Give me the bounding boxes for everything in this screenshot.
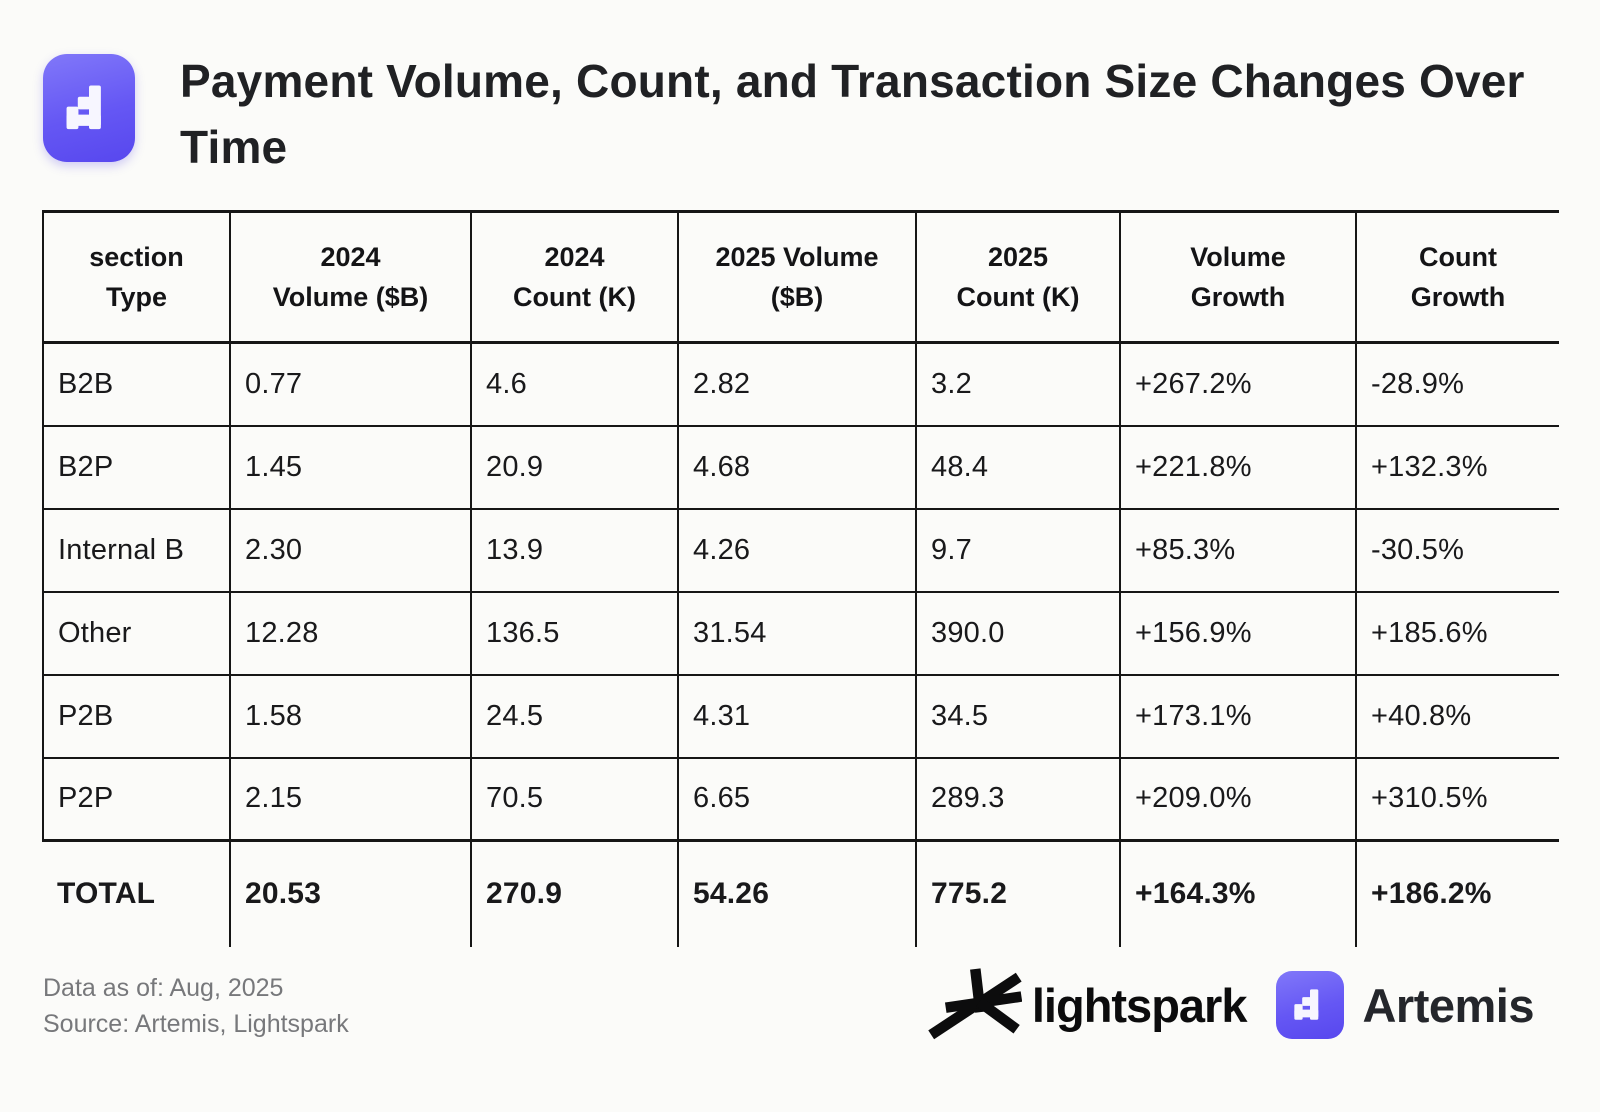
table-cell: +185.6% <box>1355 591 1559 676</box>
column-header-line: Type <box>105 282 167 312</box>
row-label: B2B <box>42 342 230 427</box>
column-header-line: 2025 Volume <box>715 242 879 272</box>
table-cell: 136.5 <box>470 591 678 676</box>
total-cell: 775.2 <box>915 840 1120 947</box>
table-cell: 4.31 <box>677 674 916 759</box>
row-label: Internal B <box>42 508 230 593</box>
column-header-2024-count: 2024 Count (K) <box>470 210 678 344</box>
data-as-of-text: Data as of: Aug, 2025 <box>43 974 284 1002</box>
column-header-line: Count <box>1419 242 1497 272</box>
table-cell: 3.2 <box>915 342 1120 427</box>
table-row-b2p: B2P 1.45 20.9 4.68 48.4 +221.8% +132.3% <box>42 425 1559 510</box>
column-header-2025-volume: 2025 Volume ($B) <box>677 210 916 344</box>
table-cell: -30.5% <box>1355 508 1559 593</box>
table-cell: 390.0 <box>915 591 1120 676</box>
footnote: Data as of: Aug, 2025 Source: Artemis, L… <box>43 970 349 1042</box>
table-cell: 34.5 <box>915 674 1120 759</box>
table-cell: +132.3% <box>1355 425 1559 510</box>
source-text: Source: Artemis, Lightspark <box>43 1010 349 1038</box>
lightspark-spark-icon <box>928 968 1022 1040</box>
artemis-pixel-a-icon <box>1294 989 1319 1020</box>
table-cell: +267.2% <box>1119 342 1356 427</box>
table-cell: 2.82 <box>677 342 916 427</box>
column-header-line: Volume <box>1190 242 1286 272</box>
column-header-count-growth: Count Growth <box>1355 210 1559 344</box>
table-cell: 4.26 <box>677 508 916 593</box>
column-header-2024-volume: 2024 Volume ($B) <box>229 210 471 344</box>
column-header-volume-growth: Volume Growth <box>1119 210 1356 344</box>
total-cell: +164.3% <box>1119 840 1356 947</box>
column-header-line: 2024 <box>544 242 605 272</box>
artemis-wordmark: Artemis <box>1362 978 1534 1032</box>
table-cell: 20.9 <box>470 425 678 510</box>
table-row-internal-b: Internal B 2.30 13.9 4.26 9.7 +85.3% -30… <box>42 508 1559 593</box>
table-cell: 2.30 <box>229 508 471 593</box>
payment-metrics-table: section Type 2024 Volume ($B) 2024 Count… <box>42 210 1559 947</box>
artemis-badge <box>1276 971 1345 1039</box>
column-header-line: 2024 <box>320 242 381 272</box>
column-header-line: ($B) <box>770 282 824 312</box>
table-cell: +209.0% <box>1119 757 1356 842</box>
lightspark-wordmark: lightspark <box>1031 978 1248 1032</box>
column-header-line: 2025 <box>987 242 1049 272</box>
table-row-b2b: B2B 0.77 4.6 2.82 3.2 +267.2% -28.9% <box>42 342 1559 427</box>
column-header-line: Volume ($B) <box>272 282 429 312</box>
table-cell: +156.9% <box>1119 591 1356 676</box>
row-label: P2B <box>42 674 230 759</box>
column-header-section-type: section Type <box>42 210 230 344</box>
lightspark-logo: lightspark <box>926 966 1247 1044</box>
row-label: B2P <box>42 425 230 510</box>
table-row-p2b: P2B 1.58 24.5 4.31 34.5 +173.1% +40.8% <box>42 674 1559 759</box>
table-cell: 4.68 <box>677 425 916 510</box>
table-cell: +310.5% <box>1355 757 1559 842</box>
table-cell: +173.1% <box>1119 674 1356 759</box>
header-row: section Type 2024 Volume ($B) 2024 Count… <box>42 210 1559 344</box>
column-header-line: Count (K) <box>956 282 1080 312</box>
column-header-line: Growth <box>1190 282 1286 312</box>
table-cell: 6.65 <box>677 757 916 842</box>
table-cell: +85.3% <box>1119 508 1356 593</box>
row-label: P2P <box>42 757 230 842</box>
table-cell: +221.8% <box>1119 425 1356 510</box>
brand-bar: lightspark Artemis <box>926 963 1534 1047</box>
artemis-pixel-a-icon <box>66 85 101 130</box>
table-cell: 12.28 <box>229 591 471 676</box>
column-header-2025-count: 2025 Count (K) <box>915 210 1120 344</box>
table-cell: 2.15 <box>229 757 471 842</box>
table-row-other: Other 12.28 136.5 31.54 390.0 +156.9% +1… <box>42 591 1559 676</box>
total-label: TOTAL <box>57 877 156 911</box>
page-title: Payment Volume, Count, and Transaction S… <box>180 55 1525 174</box>
table-cell: 1.58 <box>229 674 471 759</box>
table-cell: 31.54 <box>677 591 916 676</box>
table-cell: +40.8% <box>1355 674 1559 759</box>
table-row-total: TOTAL 20.53 270.9 54.26 775.2 +164.3% +1… <box>43 840 1559 947</box>
table-cell: 24.5 <box>470 674 678 759</box>
table-cell: -28.9% <box>1355 342 1559 427</box>
total-cell: 54.26 <box>677 840 916 947</box>
table-cell: 1.45 <box>229 425 471 510</box>
table-cell: 289.3 <box>915 757 1120 842</box>
table-cell: 0.77 <box>229 342 471 427</box>
table-cell: 48.4 <box>915 425 1120 510</box>
row-label: Other <box>42 591 230 676</box>
total-cell: 20.53 <box>229 840 471 947</box>
artemis-logo <box>43 54 135 162</box>
total-cell: +186.2% <box>1355 840 1559 947</box>
table-cell: 13.9 <box>470 508 678 593</box>
column-header-line: Count (K) <box>513 282 636 312</box>
artemis-footer-logo: Artemis <box>1276 971 1534 1039</box>
table-cell: 4.6 <box>470 342 678 427</box>
table-row-p2p: P2P 2.15 70.5 6.65 289.3 +209.0% +310.5% <box>42 757 1559 842</box>
table-cell: 70.5 <box>470 757 678 842</box>
total-cell: 270.9 <box>470 840 678 947</box>
table-cell: 9.7 <box>915 508 1120 593</box>
column-header-line: section <box>89 242 184 272</box>
page-header: Payment Volume, Count, and Transaction S… <box>43 48 1552 180</box>
column-header-line: Growth <box>1410 282 1506 312</box>
